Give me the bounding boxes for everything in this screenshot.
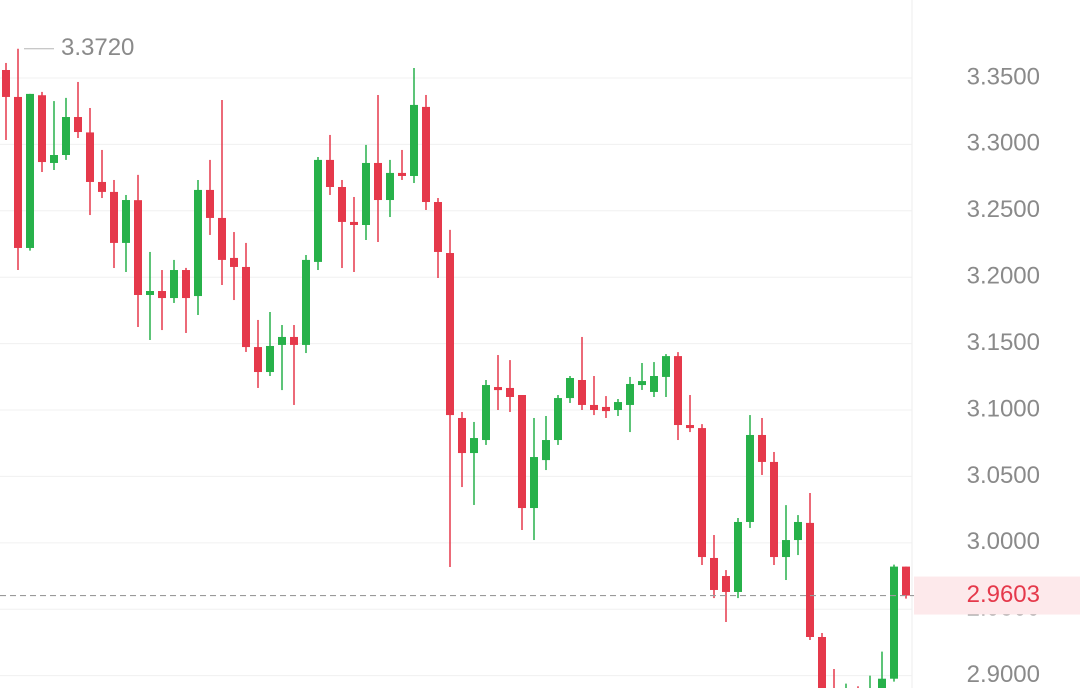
candle-body [746, 434, 754, 522]
candle-body [650, 376, 658, 392]
candle-body [26, 93, 34, 248]
grid: 2.90002.95003.00003.05003.10003.15003.20… [0, 63, 1040, 688]
candle-body [674, 356, 682, 426]
overlays: 2.9603 3.3720 [0, 34, 1080, 615]
candle-body [434, 202, 442, 252]
candle-body [410, 104, 418, 176]
y-tick-label: 3.1500 [967, 329, 1040, 356]
candle-body [494, 387, 502, 391]
last-price-box [914, 576, 1080, 615]
candle-body [350, 221, 358, 225]
candle-body [482, 385, 490, 441]
candle-body [662, 356, 670, 377]
y-tick-label: 3.0000 [967, 528, 1040, 555]
candle-body [518, 395, 526, 509]
candle-body [530, 457, 538, 509]
candle-body [290, 336, 298, 345]
candle-body [362, 162, 370, 225]
candle-body [722, 576, 730, 592]
candle-body [602, 406, 610, 412]
candle-body [590, 404, 598, 411]
candle-body [254, 347, 262, 373]
candle-body [734, 521, 742, 592]
candle-body [170, 270, 178, 299]
candle-body [470, 438, 478, 454]
candle-body [278, 336, 286, 345]
candle-body [386, 172, 394, 201]
candle-body [338, 187, 346, 222]
candle-body [146, 291, 154, 295]
candle-body [578, 379, 586, 405]
candle-body [638, 381, 646, 386]
candle-body [2, 69, 10, 97]
candles [2, 48, 910, 688]
candle-body [818, 636, 826, 688]
candle-body [314, 159, 322, 262]
last-price-label: 2.9603 [967, 581, 1040, 608]
candle-body [86, 132, 94, 182]
candle-body [38, 95, 46, 163]
candle-body [506, 387, 514, 397]
candle-body [554, 398, 562, 441]
candle-body [542, 440, 550, 461]
candle-body [74, 117, 82, 133]
y-tick-label: 3.0500 [967, 462, 1040, 489]
candle-body [890, 566, 898, 679]
candle-body [302, 259, 310, 345]
candle-body [794, 521, 802, 541]
candle-body [458, 417, 466, 454]
y-tick-label: 3.2000 [967, 263, 1040, 290]
candle-body [206, 189, 214, 218]
candle-body [374, 162, 382, 201]
candle-body [230, 257, 238, 267]
y-tick-label: 3.1000 [967, 395, 1040, 422]
y-tick-label: 3.2500 [967, 196, 1040, 223]
y-tick-label: 3.3000 [967, 130, 1040, 157]
candle-body [242, 266, 250, 348]
y-tick-label: 2.9000 [967, 661, 1040, 688]
candle-body [686, 425, 694, 429]
candle-body [326, 159, 334, 188]
max-marker-label: 3.3720 [61, 34, 134, 61]
candle-body [614, 402, 622, 411]
candle-body [122, 200, 130, 243]
candle-body [110, 191, 118, 243]
candle-body [14, 96, 22, 248]
candle-body [446, 253, 454, 416]
candle-body [626, 383, 634, 405]
candle-body [902, 566, 910, 596]
candle-body [422, 106, 430, 203]
candle-body [158, 291, 166, 299]
candle-body [710, 557, 718, 590]
candle-body [566, 378, 574, 399]
candle-body [266, 345, 274, 373]
candle-body [194, 189, 202, 297]
candle-body [878, 678, 886, 688]
candle-body [698, 428, 706, 558]
candle-body [98, 181, 106, 192]
candle-body [806, 522, 814, 637]
candle-body [62, 117, 70, 155]
candle-body [782, 540, 790, 558]
candle-body [182, 270, 190, 299]
candle-body [758, 434, 766, 462]
candle-body [398, 172, 406, 176]
candle-body [50, 154, 58, 163]
candle-body [770, 461, 778, 558]
candle-body [134, 200, 142, 295]
y-tick-label: 3.3500 [967, 63, 1040, 90]
candle-body [218, 217, 226, 260]
